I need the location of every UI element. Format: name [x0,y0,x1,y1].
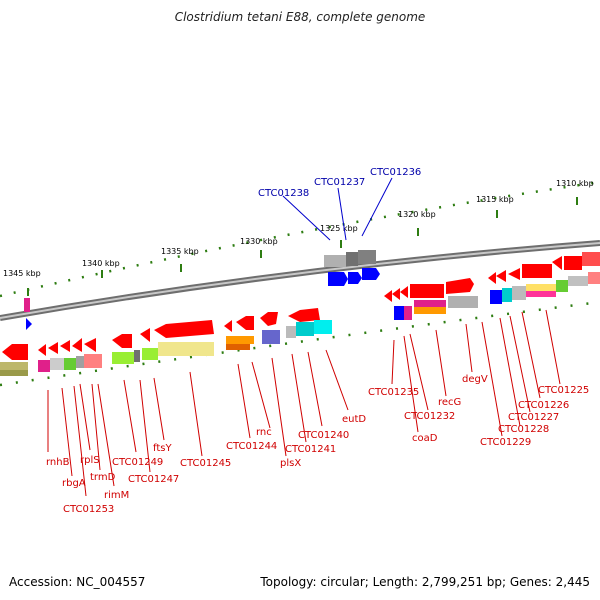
genome-backbone [0,240,600,321]
major-ticks [27,197,578,296]
gene-label: rimM [104,490,129,501]
kbp-label: 1315 kbp [476,195,514,204]
forward-gene-blocks-right [384,252,600,320]
map-title: Clostridium tetani E88, complete genome [174,10,426,24]
gene-label-blue: CTC01238 [258,188,309,199]
gene-label: CTC01245 [180,458,231,469]
genome-summary: Topology: circular; Length: 2,799,251 bp… [260,575,590,589]
gene-label: CTC01240 [298,430,349,441]
gene-label: CTC01247 [128,474,179,485]
blue-leader-lines [282,177,393,241]
kbp-label: 1325 kbp [320,224,358,233]
gene-label: CTC01241 [285,444,336,455]
gene-label-blue: CTC01237 [314,177,365,188]
gene-label: CTC01228 [498,424,549,435]
gene-label: rplS [80,455,100,466]
accession-label: Accession: NC_004557 [9,575,146,589]
gene-label: recG [438,397,461,408]
gene-label: ftsY [153,443,172,454]
gene-label: CTC01244 [226,441,277,452]
kbp-label: 1335 kbp [161,247,199,256]
gene-label: CTC01227 [508,412,559,423]
gene-label-blue: CTC01236 [370,167,421,178]
gene-label: trmD [90,472,116,483]
gene-label: coaD [412,433,438,444]
gene-label: CTC01229 [480,437,531,448]
gene-label: rnc [256,427,272,438]
kbp-label: 1340 kbp [82,259,120,268]
kbp-label: 1345 kbp [3,269,41,278]
gene-label: CTC01232 [404,411,455,422]
gene-label: eutD [342,414,366,425]
gene-label: CTC01249 [112,457,163,468]
gene-label: rnhB [46,457,70,468]
kbp-label: 1310 kbp [556,179,594,188]
kbp-label: 1330 kbp [240,237,278,246]
gene-label: CTC01225 [538,385,589,396]
gene-label: degV [462,374,488,385]
gene-label: CTC01226 [518,400,569,411]
gene-label: rbgA [62,478,86,489]
gene-label: plsX [280,458,301,469]
gene-label: CTC01235 [368,387,419,398]
red-leader-lines [47,309,561,497]
reverse-gene-blocks-left [0,308,332,376]
kbp-label: 1320 kbp [398,210,436,219]
gene-label: CTC01253 [63,504,114,515]
forward-gene-blocks-upper [24,250,380,330]
